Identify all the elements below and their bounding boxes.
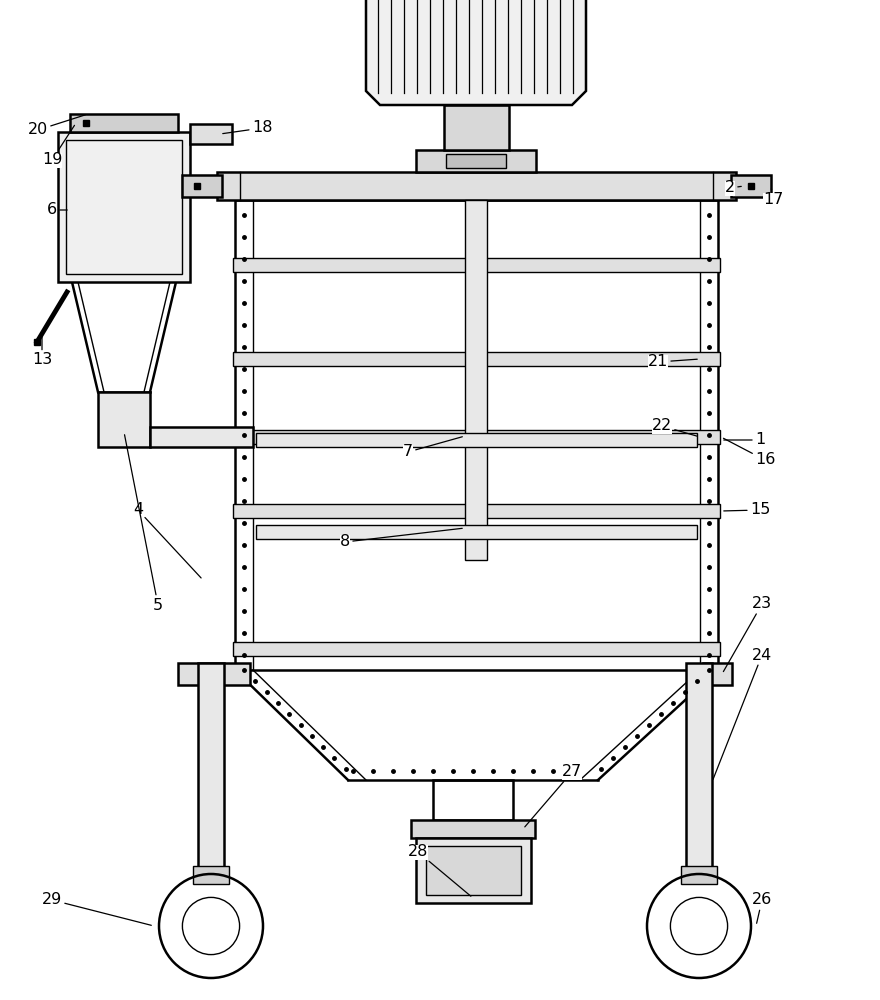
Bar	[217, 172, 736, 200]
Text: 20: 20	[28, 115, 85, 137]
Text: 15: 15	[723, 502, 770, 518]
Bar	[446, 154, 506, 168]
Bar	[98, 392, 150, 447]
Bar	[190, 124, 232, 144]
Bar	[233, 430, 720, 444]
Text: 2: 2	[725, 180, 741, 196]
Bar	[178, 663, 250, 685]
Bar	[703, 663, 732, 685]
Text: 16: 16	[723, 438, 775, 468]
Bar	[233, 504, 720, 518]
Bar	[70, 114, 178, 132]
Text: 13: 13	[32, 335, 52, 367]
Bar	[256, 525, 697, 539]
Polygon shape	[366, 0, 586, 105]
Text: 17: 17	[763, 189, 783, 208]
Text: 18: 18	[223, 120, 272, 135]
Text: 7: 7	[403, 437, 462, 460]
Bar	[465, 200, 487, 560]
Bar	[193, 866, 229, 884]
Text: 24: 24	[713, 648, 772, 779]
Bar	[235, 200, 718, 670]
Bar	[233, 258, 720, 272]
Text: 23: 23	[723, 596, 772, 672]
Bar	[233, 352, 720, 366]
Bar	[415, 838, 531, 903]
Text: 5: 5	[125, 435, 163, 612]
Bar	[686, 663, 712, 882]
Text: 28: 28	[407, 844, 471, 896]
Text: 21: 21	[648, 355, 697, 369]
Text: 26: 26	[752, 892, 772, 923]
Bar	[426, 846, 520, 895]
Bar	[681, 866, 717, 884]
Text: 22: 22	[652, 418, 697, 436]
Text: 27: 27	[524, 764, 583, 827]
Text: 1: 1	[723, 432, 765, 448]
Bar	[433, 780, 513, 820]
Bar	[182, 175, 222, 197]
Text: 3: 3	[0, 999, 1, 1000]
Text: 6: 6	[47, 202, 67, 218]
Bar	[150, 427, 253, 447]
Bar	[256, 433, 697, 447]
Bar	[411, 820, 535, 838]
Bar	[233, 642, 720, 656]
Bar	[58, 132, 190, 282]
Text: 19: 19	[42, 125, 75, 167]
Bar	[731, 175, 771, 197]
Text: 8: 8	[340, 528, 462, 550]
Text: 29: 29	[42, 892, 151, 925]
Bar	[198, 663, 224, 882]
Bar	[416, 150, 536, 172]
Bar	[444, 105, 509, 150]
Text: 4: 4	[133, 502, 202, 578]
Bar	[66, 140, 182, 274]
